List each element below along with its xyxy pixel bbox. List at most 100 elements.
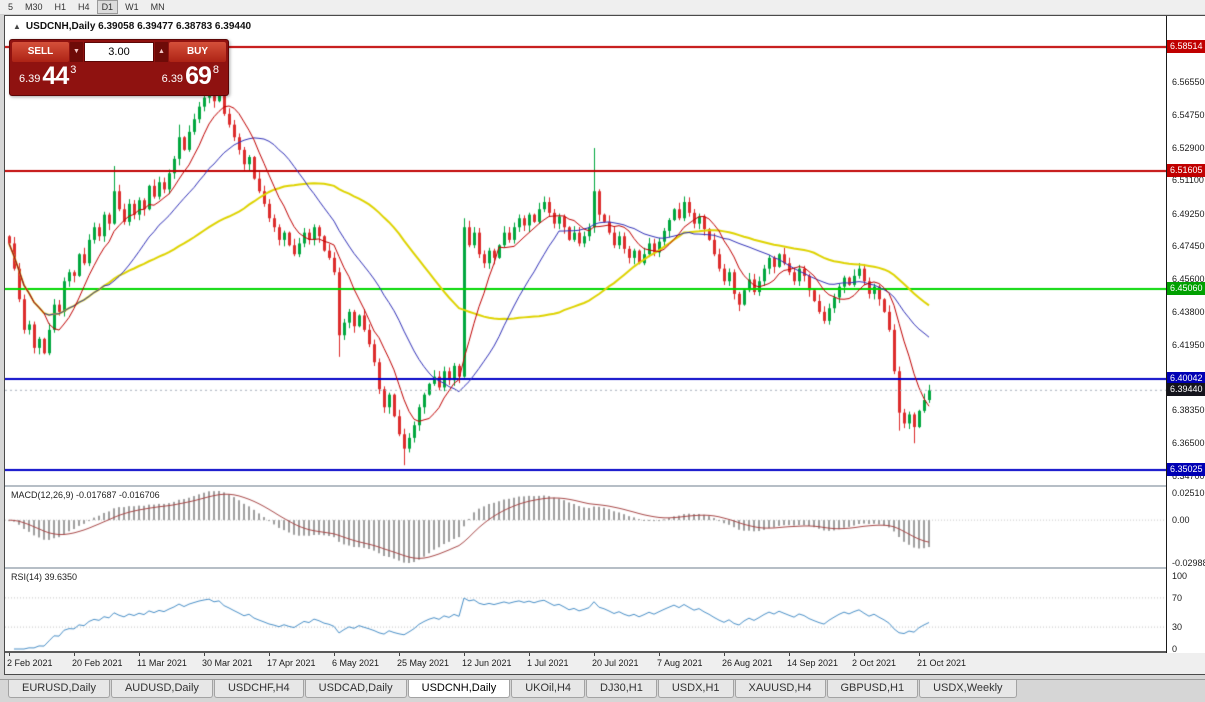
date-tick-mark xyxy=(854,653,855,656)
date-label: 11 Mar 2021 xyxy=(137,658,187,668)
price-axis-separator xyxy=(1166,16,1167,653)
macd-axis-label: 0.02510 xyxy=(1172,488,1205,498)
date-tick-mark xyxy=(529,653,530,656)
date-label: 7 Aug 2021 xyxy=(657,658,703,668)
price-axis-label: 6.36500 xyxy=(1172,438,1205,449)
volume-input[interactable] xyxy=(84,42,154,62)
price-level-tag: 6.35025 xyxy=(1167,462,1205,476)
date-tick-mark xyxy=(659,653,660,656)
price-level-tag: 6.51605 xyxy=(1167,164,1205,178)
price-axis-label: 6.56550 xyxy=(1172,77,1205,88)
date-tick-mark xyxy=(464,653,465,656)
rsi-axis-label: 0 xyxy=(1172,644,1178,654)
chart-tab-usdchf-h4[interactable]: USDCHF,H4 xyxy=(213,680,304,698)
sell-price-small: 6.39 xyxy=(19,73,41,85)
timeframe-button-w1[interactable]: W1 xyxy=(125,2,139,12)
panel-separator xyxy=(5,651,1205,653)
timeframe-button-h4[interactable]: H4 xyxy=(78,2,90,12)
rsi-panel-canvas[interactable] xyxy=(5,569,1166,651)
date-label: 2 Feb 2021 xyxy=(7,658,53,668)
date-tick-mark xyxy=(139,653,140,656)
date-label: 20 Jul 2021 xyxy=(592,658,639,668)
macd-panel-canvas[interactable] xyxy=(5,487,1166,567)
price-axis-label: 6.52900 xyxy=(1172,143,1205,154)
macd-indicator-label: MACD(12,26,9) -0.017687 -0.016706 xyxy=(11,490,160,500)
chart-tab-gbpusd-h1[interactable]: GBPUSD,H1 xyxy=(826,680,919,698)
panel-separator[interactable] xyxy=(5,567,1205,569)
chart-tab-ukoil-h4[interactable]: UKOil,H4 xyxy=(511,680,586,698)
timeframe-button-h1[interactable]: H1 xyxy=(54,2,67,12)
chart-tab-usdcnh-daily[interactable]: USDCNH,Daily xyxy=(407,680,511,698)
macd-axis-label: 0.00 xyxy=(1172,515,1190,526)
price-axis-label: 6.49250 xyxy=(1172,208,1205,219)
rsi-indicator-label: RSI(14) 39.6350 xyxy=(11,572,78,582)
date-label: 17 Apr 2021 xyxy=(267,658,316,668)
date-tick-mark xyxy=(334,653,335,656)
date-tick-mark xyxy=(74,653,75,656)
sell-price-big: 44 xyxy=(42,62,69,90)
date-tick-mark xyxy=(919,653,920,656)
buy-price-big: 69 xyxy=(185,62,212,90)
macd-axis-label: -0.02988 xyxy=(1172,558,1205,568)
date-tick-mark xyxy=(594,653,595,656)
rsi-axis-label: 70 xyxy=(1172,592,1183,603)
chart-tab-audusd-daily[interactable]: AUDUSD,Daily xyxy=(110,680,213,698)
chart-icon: ▲ xyxy=(13,22,21,31)
one-click-trading-panel: SELL ▼ ▲ BUY 6.39 44 3 6.39 69 8 xyxy=(9,39,229,96)
chart-tab-eurusd-daily[interactable]: EURUSD,Daily xyxy=(8,680,110,698)
chart-tab-usdcad-daily[interactable]: USDCAD,Daily xyxy=(304,680,407,698)
rsi-axis-label: 100 xyxy=(1172,571,1188,581)
timeframe-button-mn[interactable]: MN xyxy=(150,2,165,12)
date-tick-mark xyxy=(9,653,10,656)
price-axis-label: 6.47450 xyxy=(1172,241,1205,252)
date-label: 26 Aug 2021 xyxy=(722,658,773,668)
date-label: 12 Jun 2021 xyxy=(462,658,512,668)
chart-tab-usdx-weekly[interactable]: USDX,Weekly xyxy=(919,680,1017,698)
date-label: 1 Jul 2021 xyxy=(527,658,569,668)
price-axis-label: 6.41950 xyxy=(1172,340,1205,351)
timeframe-toolbar: 5 M30 H1 H4 D1 W1 MN xyxy=(0,0,1205,15)
date-tick-mark xyxy=(789,653,790,656)
current-price-tag: 6.39440 xyxy=(1167,383,1205,397)
panel-separator[interactable] xyxy=(5,485,1205,487)
timeframe-button-d1[interactable]: D1 xyxy=(96,0,119,14)
price-level-tag: 6.45060 xyxy=(1167,282,1205,296)
date-label: 21 Oct 2021 xyxy=(917,658,967,668)
date-tick-mark xyxy=(399,653,400,656)
date-label: 6 May 2021 xyxy=(332,658,380,668)
symbol-ohlc-text: USDCNH,Daily 6.39058 6.39477 6.38783 6.3… xyxy=(25,21,252,32)
price-axis-label: 6.43800 xyxy=(1172,306,1205,317)
buy-price-small: 6.39 xyxy=(161,73,184,85)
timeframe-button-m30[interactable]: M30 xyxy=(25,2,43,12)
chart-tab-xauusd-h4[interactable]: XAUUSD,H4 xyxy=(734,680,826,698)
chart-tab-bar: EURUSD,Daily AUDUSD,Daily USDCHF,H4 USDCAD,… xyxy=(0,679,1205,702)
sell-price-sup: 3 xyxy=(70,64,77,76)
sell-button[interactable]: SELL xyxy=(12,42,69,62)
date-label: 14 Sep 2021 xyxy=(787,658,839,668)
chart-tab-dj30-h1[interactable]: DJ30,H1 xyxy=(586,680,657,698)
timeframe-button-5[interactable]: 5 xyxy=(8,2,14,12)
price-axis-label: 6.51100 xyxy=(1172,175,1204,186)
chart-symbol-title: ▲ USDCNH,Daily 6.39058 6.39477 6.38783 6… xyxy=(13,21,251,32)
volume-decrease-button[interactable]: ▼ xyxy=(70,42,83,62)
date-label: 2 Oct 2021 xyxy=(852,658,897,668)
buy-button[interactable]: BUY xyxy=(169,42,226,62)
date-label: 25 May 2021 xyxy=(397,658,450,668)
date-label: 30 Mar 2021 xyxy=(202,658,253,668)
price-axis-label: 6.45600 xyxy=(1172,274,1205,285)
sell-price-display[interactable]: 6.39 44 3 xyxy=(19,64,76,89)
buy-price-sup: 8 xyxy=(212,64,219,76)
price-axis-label: 6.54750 xyxy=(1172,109,1205,120)
rsi-axis-label: 30 xyxy=(1172,622,1183,633)
price-axis-label: 6.38350 xyxy=(1172,404,1205,415)
time-axis[interactable]: 2 Feb 2021 20 Feb 2021 11 Mar 2021 30 Mar 2… xyxy=(5,653,1205,674)
date-tick-mark xyxy=(204,653,205,656)
price-axis[interactable]: 6.56550 6.54750 6.52900 6.51100 6.49250 6.474… xyxy=(1167,16,1205,654)
date-tick-mark xyxy=(724,653,725,656)
buy-price-display[interactable]: 6.39 69 8 xyxy=(162,64,219,89)
chart-area: ▲ USDCNH,Daily 6.39058 6.39477 6.38783 6… xyxy=(4,15,1205,675)
date-tick-mark xyxy=(269,653,270,656)
chart-tab-usdx-h1[interactable]: USDX,H1 xyxy=(657,680,734,698)
date-label: 20 Feb 2021 xyxy=(72,658,123,668)
volume-increase-button[interactable]: ▲ xyxy=(155,42,168,62)
